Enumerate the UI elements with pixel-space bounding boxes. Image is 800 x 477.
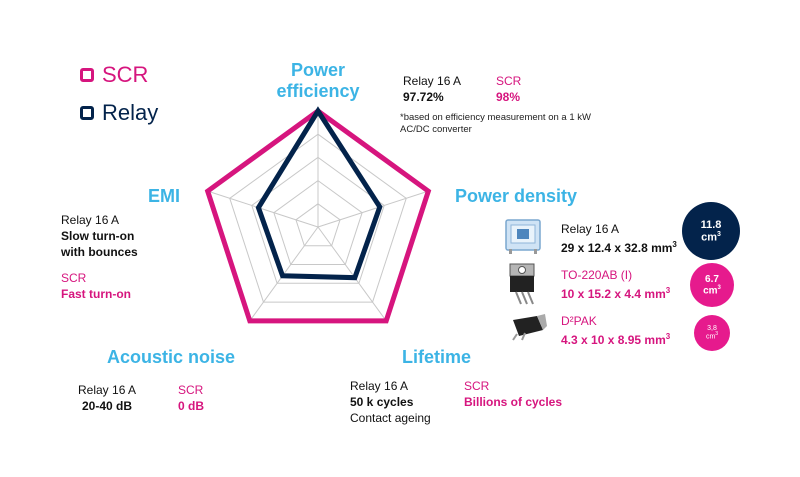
legend-relay-swatch [80, 106, 94, 120]
legend-scr-label: SCR [102, 62, 149, 87]
emi-scr: SCR Fast turn-on [61, 270, 131, 302]
emi-relay-line1: Slow turn-on [61, 229, 135, 243]
axis-label-emi: EMI [148, 186, 181, 206]
noise-scr: SCR 0 dB [178, 382, 204, 414]
density-d2pak-sup: 3 [665, 332, 671, 341]
efficiency-note-line2: AC/DC converter [400, 124, 472, 135]
grid-spoke-5 [207, 190, 319, 228]
efficiency-note-line1: *based on efficiency measurement on a 1 … [400, 112, 591, 123]
density-to220-name: TO-220AB (I) [561, 268, 633, 282]
to220-volume-value: 6.7 [705, 273, 719, 285]
to220-package-icon [509, 263, 535, 305]
density-d2pak-name: D²PAK [561, 314, 597, 328]
radar-series [204, 106, 432, 324]
density-relay-dims: 29 x 12.4 x 32.8 mm [561, 241, 673, 255]
lifetime-relay-name: Relay 16 A [350, 379, 409, 393]
emi-relay-line2: with bounces [61, 245, 138, 259]
efficiency-relay-name: Relay 16 A [403, 74, 462, 88]
efficiency-note: *based on efficiency measurement on a 1 … [400, 112, 591, 136]
emi-scr-value: Fast turn-on [61, 287, 131, 301]
legend-scr-swatch [80, 68, 94, 82]
lifetime-scr-value: Billions of cycles [464, 395, 563, 409]
density-d2pak: D²PAK 4.3 x 10 x 8.95 mm3 [561, 313, 670, 348]
axis-label-acoustic-noise: Acoustic noise [107, 347, 236, 367]
to220-volume-bubble: 6.7 cm3 [690, 263, 734, 307]
density-to220-sup: 3 [665, 286, 671, 295]
efficiency-relay: Relay 16 A 97.72% [403, 73, 461, 105]
efficiency-relay-value: 97.72% [403, 90, 444, 104]
noise-scr-value: 0 dB [178, 399, 205, 413]
noise-relay-value: 20-40 dB [82, 399, 133, 413]
d2pak-volume-sup: 3 [715, 331, 719, 338]
axis-label-power-efficiency: Power efficiency [258, 60, 378, 102]
emi-scr-name: SCR [61, 271, 87, 285]
lifetime-relay-note: Contact ageing [350, 411, 431, 425]
noise-scr-name: SCR [178, 383, 204, 397]
axis-label-power-efficiency-line2: efficiency [276, 81, 360, 101]
grid-spoke-2 [317, 190, 429, 228]
density-to220-dims: 10 x 15.2 x 4.4 mm [561, 287, 666, 301]
density-d2pak-dims: 4.3 x 10 x 8.95 mm [561, 333, 666, 347]
grid-ring-1 [295, 203, 341, 247]
emi-relay-name: Relay 16 A [61, 213, 120, 227]
efficiency-scr-name: SCR [496, 74, 522, 88]
noise-relay-name: Relay 16 A [78, 383, 137, 397]
legend-relay-label: Relay [102, 100, 159, 125]
d2pak-volume-value: 3,8 [707, 324, 717, 332]
lifetime-scr-name: SCR [464, 379, 490, 393]
d2pak-volume-unit: cm [705, 333, 716, 341]
relay-volume-bubble: 11.8 cm3 [682, 202, 740, 260]
grid-spoke-3 [317, 226, 387, 322]
d2pak-package-icon [512, 314, 547, 341]
to220-volume-unit: cm [703, 285, 718, 297]
to220-volume-sup: 3 [717, 284, 721, 291]
lifetime-relay: Relay 16 A 50 k cycles Contact ageing [350, 378, 431, 426]
efficiency-scr-value: 98% [496, 90, 521, 104]
relay-volume-sup: 3 [717, 230, 721, 238]
density-relay-name: Relay 16 A [561, 222, 620, 236]
lifetime-relay-value: 50 k cycles [350, 395, 414, 409]
series-relay-polygon [255, 106, 383, 281]
density-to220: TO-220AB (I) 10 x 15.2 x 4.4 mm3 [561, 267, 670, 302]
axis-label-power-density: Power density [455, 186, 578, 206]
legend-relay: Relay [80, 100, 158, 126]
lifetime-scr: SCR Billions of cycles [464, 378, 562, 410]
grid-ring-4 [229, 133, 407, 303]
efficiency-scr: SCR 98% [496, 73, 521, 105]
axis-label-lifetime: Lifetime [402, 347, 472, 367]
series-scr-polygon [204, 107, 432, 324]
grid-ring-2 [273, 179, 363, 266]
relay-volume-value: 11.8 [700, 218, 722, 231]
relay-volume-unit: cm [701, 231, 717, 244]
d2pak-volume-bubble: 3,8 cm3 [694, 315, 730, 351]
density-relay-sup: 3 [672, 240, 677, 249]
legend-scr: SCR [80, 62, 148, 88]
noise-relay: Relay 16 A 20-40 dB [78, 382, 136, 414]
relay-component-icon [505, 219, 541, 254]
density-relay: Relay 16 A 29 x 12.4 x 32.8 mm3 [561, 221, 677, 256]
axis-label-power-efficiency-line1: Power [290, 60, 346, 80]
emi-relay: Relay 16 A Slow turn-on with bounces [61, 212, 138, 260]
